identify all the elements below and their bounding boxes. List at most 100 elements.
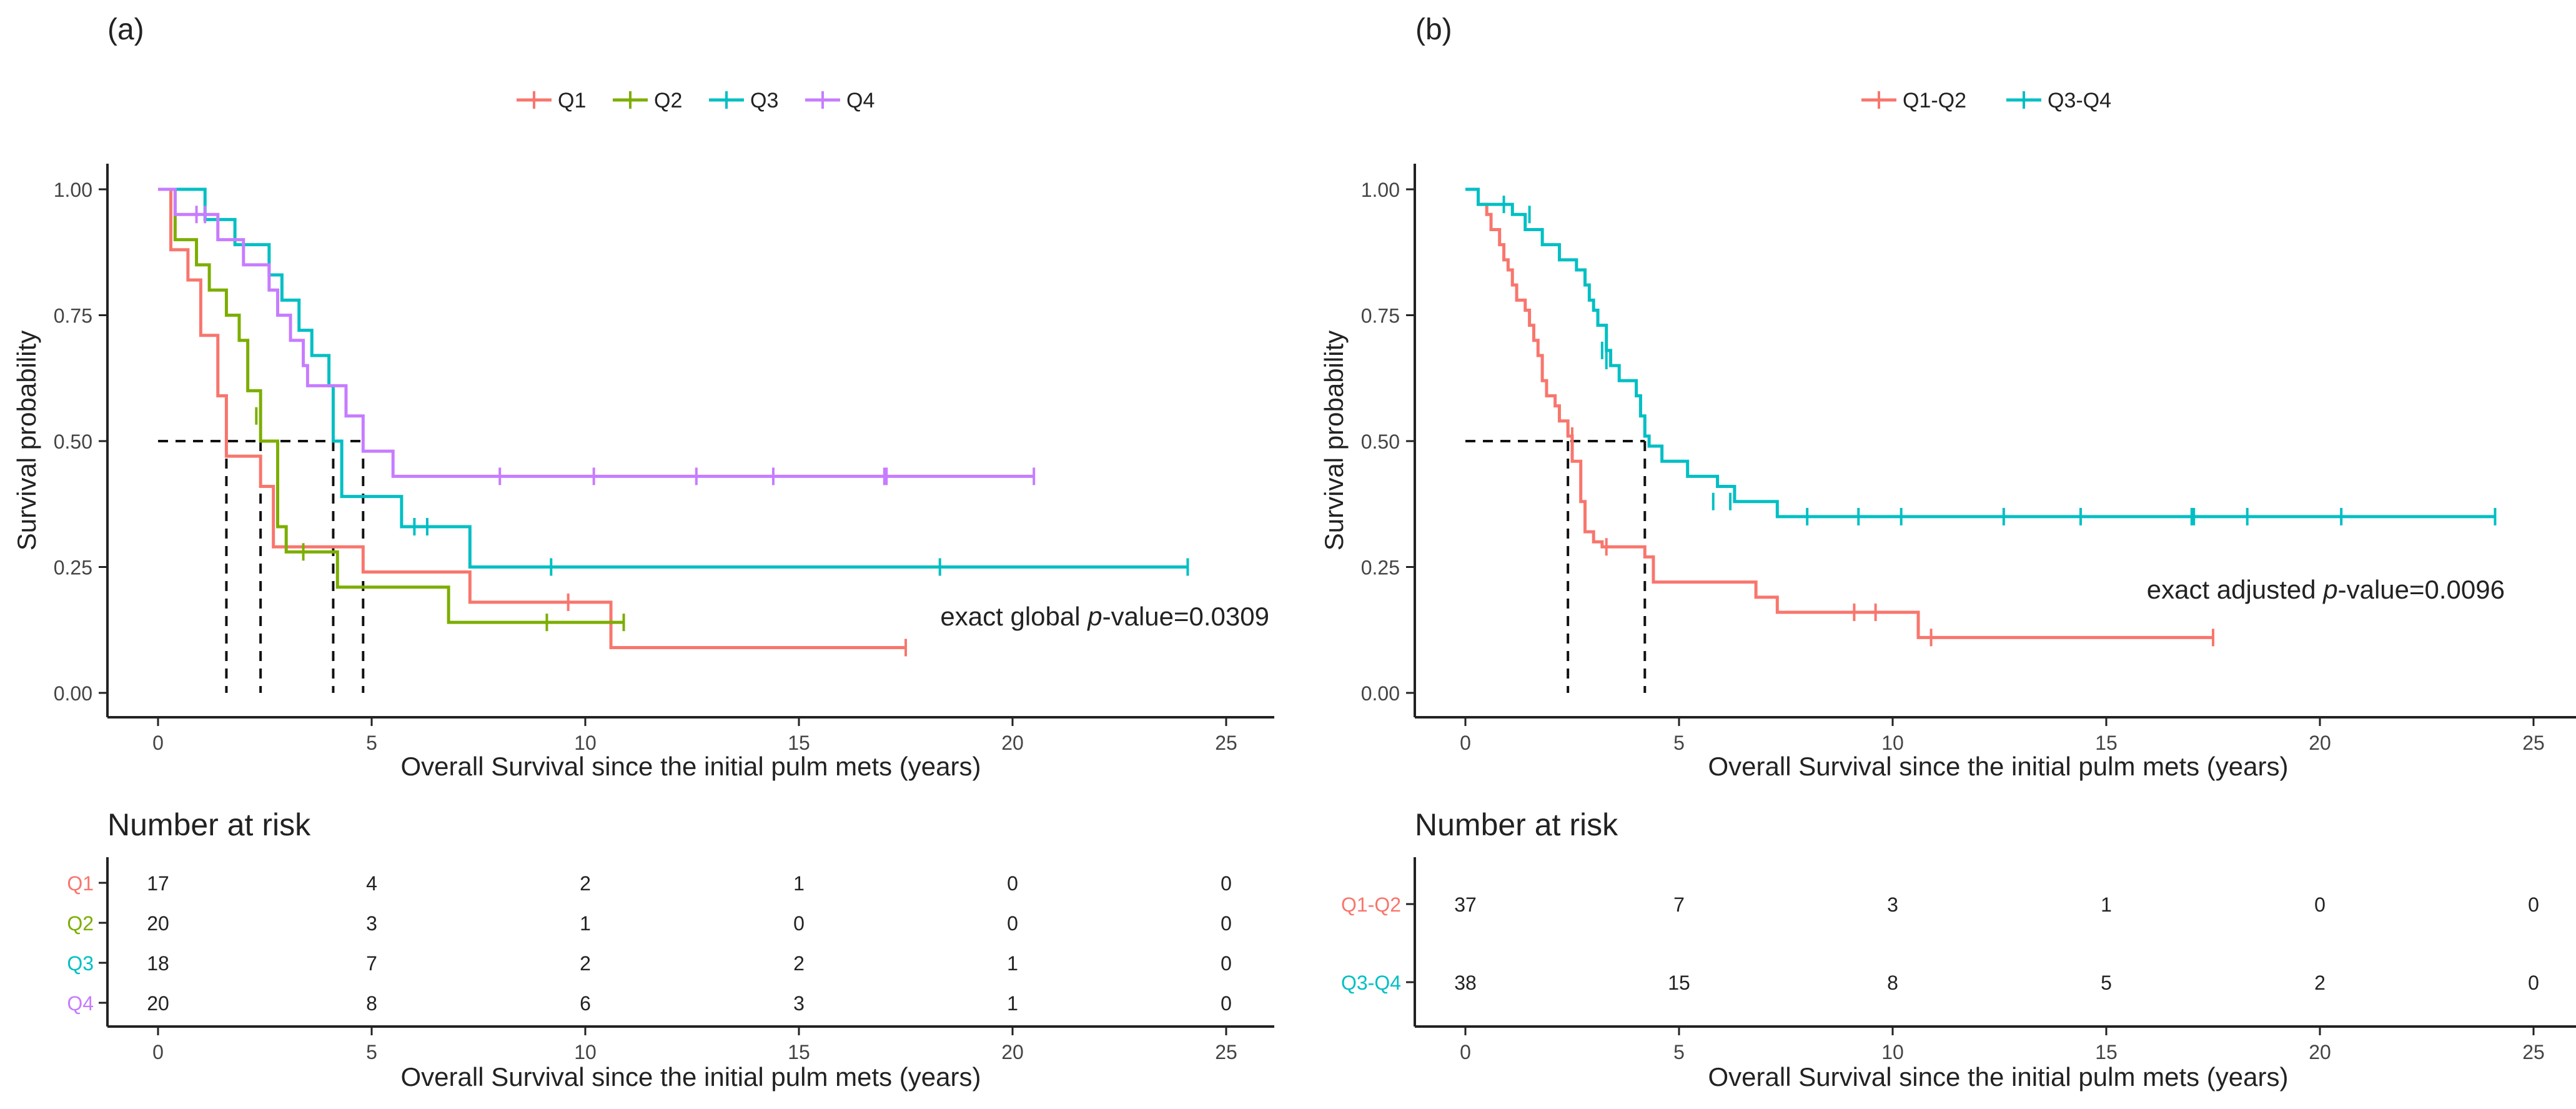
risk-count: 0	[1221, 992, 1232, 1015]
panel-label: (b)	[1415, 13, 1452, 46]
y-tick-label: 1.00	[54, 179, 92, 201]
x-tick-label: 10	[1881, 732, 1904, 754]
risk-x-axis-title: Overall Survival since the initial pulm …	[401, 1062, 981, 1092]
risk-count: 8	[1887, 972, 1898, 994]
risk-x-tick-label: 25	[1215, 1041, 1237, 1063]
risk-x-tick-label: 0	[152, 1041, 164, 1063]
panel-a: (a) Q1 Q2 Q3 Q40.000.250.500.751.000 5 10 15 20…	[12, 13, 1274, 1092]
risk-x-tick-label: 5	[1673, 1041, 1685, 1063]
legend-label: Q3	[750, 89, 778, 112]
risk-count: 4	[366, 872, 377, 895]
risk-x-tick-label: 10	[574, 1041, 597, 1063]
median-lines	[1465, 440, 1647, 693]
risk-count: 3	[1887, 893, 1898, 916]
risk-count: 20	[147, 992, 169, 1015]
risk-count: 15	[1668, 972, 1690, 994]
p-value-prefix: exact adjusted	[2147, 575, 2324, 604]
panel-label: (a)	[107, 13, 144, 46]
risk-table-title: Number at risk	[107, 807, 311, 842]
risk-x-tick-label: 20	[1001, 1041, 1024, 1063]
risk-count: 1	[580, 912, 591, 935]
x-tick-label: 20	[2309, 732, 2331, 754]
y-tick-label: 0.25	[54, 557, 92, 579]
risk-row-label: Q1-Q2	[1341, 893, 1401, 916]
series-q4	[158, 187, 1036, 485]
risk-count: 2	[793, 952, 805, 975]
risk-count: 7	[366, 952, 377, 975]
risk-count: 0	[1221, 912, 1232, 935]
risk-count: 38	[1454, 972, 1477, 994]
risk-x-tick-label: 25	[2522, 1041, 2545, 1063]
risk-count: 18	[147, 952, 169, 975]
legend-label: Q1	[558, 89, 586, 112]
x-tick-label: 15	[2095, 732, 2118, 754]
risk-row-label: Q4	[67, 992, 94, 1015]
risk-count: 0	[1221, 872, 1232, 895]
survival-curve	[1465, 187, 2495, 519]
x-tick-label: 10	[574, 732, 597, 754]
risk-count: 0	[2528, 972, 2539, 994]
y-tick-label: 0.25	[1361, 557, 1400, 579]
survival-curve	[158, 187, 1034, 478]
p-value-suffix: -value=0.0096	[2338, 575, 2505, 604]
legend-label: Q4	[846, 89, 874, 112]
panel-b: (b) Q1-Q2 Q3-Q40.000.250.500.751.000 5 10 15…	[1319, 13, 2576, 1092]
risk-row-label: Q3	[67, 952, 94, 975]
x-tick-label: 25	[2522, 732, 2545, 754]
risk-count: 0	[1007, 912, 1018, 935]
series-q3	[158, 187, 1189, 576]
risk-count: 1	[1007, 952, 1018, 975]
y-axis-title: Survival probability	[1319, 331, 1349, 551]
risk-x-tick-label: 0	[1460, 1041, 1471, 1063]
p-value-annotation: exact adjusted p-value=0.0096	[2147, 575, 2505, 604]
x-tick-label: 5	[366, 732, 377, 754]
risk-count: 1	[793, 872, 805, 895]
risk-x-tick-label: 5	[366, 1041, 377, 1063]
risk-table-title: Number at risk	[1415, 807, 1618, 842]
risk-count: 0	[2528, 893, 2539, 916]
p-value-prefix: exact global	[940, 602, 1087, 631]
series-q1-q2	[1465, 187, 2214, 647]
risk-count: 3	[793, 992, 805, 1015]
p-value-italic: p	[2322, 575, 2337, 604]
y-tick-label: 0.00	[1361, 682, 1400, 705]
risk-count: 0	[1221, 952, 1232, 975]
risk-count: 3	[366, 912, 377, 935]
risk-count: 8	[366, 992, 377, 1015]
p-value-annotation: exact global p-value=0.0309	[940, 602, 1269, 631]
x-tick-label: 25	[1215, 732, 1237, 754]
y-tick-label: 0.75	[1361, 305, 1400, 327]
legend-label: Q2	[654, 89, 682, 112]
risk-count: 2	[580, 952, 591, 975]
y-tick-label: 0.00	[54, 682, 92, 705]
p-value-suffix: -value=0.0309	[1102, 602, 1269, 631]
risk-count: 37	[1454, 893, 1477, 916]
legend: Q1 Q2 Q3 Q4	[517, 89, 874, 112]
risk-row-label: Q3-Q4	[1341, 972, 1401, 994]
legend-label: Q1-Q2	[1903, 89, 1966, 112]
series-q3-q4	[1465, 187, 2497, 525]
survival-curve	[158, 187, 624, 624]
risk-count: 2	[580, 872, 591, 895]
p-value-italic: p	[1086, 602, 1102, 631]
x-tick-label: 5	[1673, 732, 1685, 754]
risk-x-tick-label: 20	[2309, 1041, 2331, 1063]
risk-x-tick-label: 10	[1881, 1041, 1904, 1063]
x-axis-title: Overall Survival since the initial pulm …	[401, 752, 981, 781]
survival-curve	[158, 187, 906, 649]
risk-count: 1	[2101, 893, 2112, 916]
x-tick-label: 20	[1001, 732, 1024, 754]
survival-curve	[158, 187, 1188, 569]
risk-count: 7	[1673, 893, 1685, 916]
survival-curve	[1465, 187, 2213, 639]
y-tick-label: 0.75	[54, 305, 92, 327]
risk-count: 5	[2101, 972, 2112, 994]
series-q1	[158, 187, 907, 657]
risk-count: 0	[2314, 893, 2326, 916]
x-tick-label: 0	[1460, 732, 1471, 754]
risk-count: 6	[580, 992, 591, 1015]
x-tick-label: 0	[152, 732, 164, 754]
